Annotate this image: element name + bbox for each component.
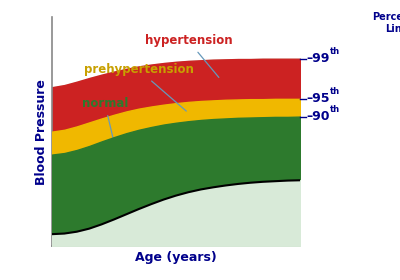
Text: –99: –99 [306, 52, 329, 65]
Text: prehypertension: prehypertension [84, 64, 194, 111]
Text: th: th [330, 47, 340, 56]
Text: –90: –90 [306, 110, 330, 123]
Y-axis label: Blood Pressure: Blood Pressure [35, 79, 48, 185]
Text: Percentile
Lines: Percentile Lines [372, 12, 400, 34]
Text: normal: normal [82, 97, 128, 140]
Text: –95: –95 [306, 92, 330, 105]
Text: th: th [330, 87, 340, 96]
Text: hypertension: hypertension [144, 34, 232, 78]
X-axis label: Age (years): Age (years) [135, 251, 217, 263]
Text: th: th [330, 105, 340, 114]
Text: Median (50th Percentile Line): Median (50th Percentile Line) [126, 195, 302, 216]
